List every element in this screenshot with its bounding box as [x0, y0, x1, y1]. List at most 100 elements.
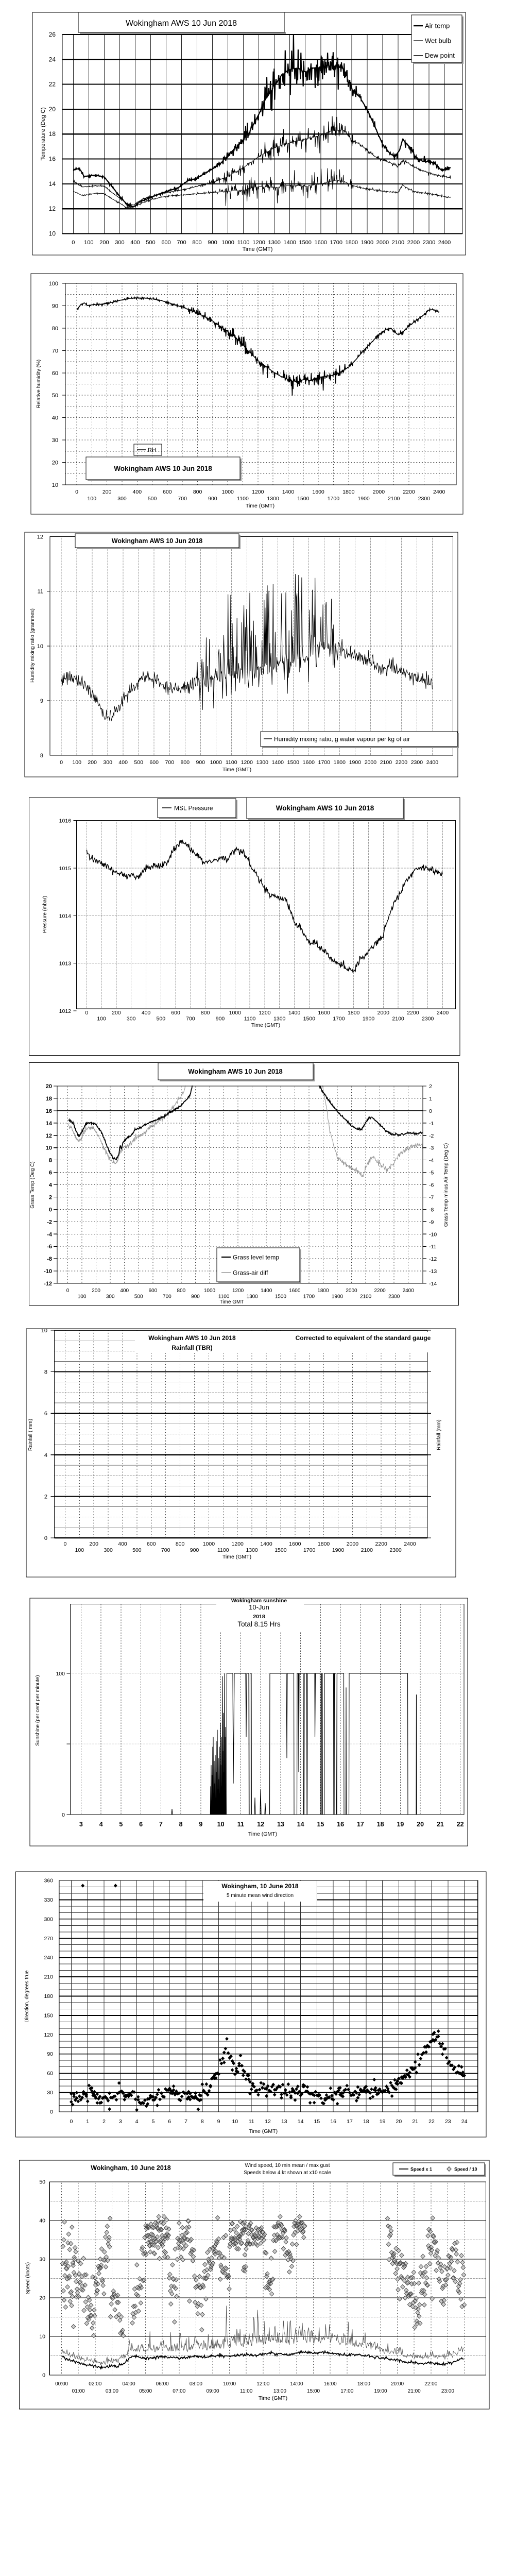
svg-text:6: 6	[44, 1411, 47, 1417]
svg-text:1700: 1700	[330, 240, 342, 246]
svg-text:1000: 1000	[222, 489, 234, 495]
svg-text:20: 20	[52, 460, 58, 466]
svg-text:2300: 2300	[423, 240, 435, 246]
svg-text:1200: 1200	[232, 1288, 244, 1294]
svg-text:1100: 1100	[218, 1294, 230, 1300]
svg-text:50: 50	[52, 393, 58, 399]
svg-text:06:00: 06:00	[156, 2381, 169, 2387]
svg-text:150: 150	[44, 2012, 53, 2019]
svg-text:2100: 2100	[392, 240, 404, 246]
svg-text:12: 12	[265, 2119, 271, 2125]
svg-text:Wokingham AWS 10 Jun 2018: Wokingham AWS 10 Jun 2018	[276, 804, 374, 812]
svg-text:23:00: 23:00	[441, 2388, 454, 2394]
svg-text:90: 90	[47, 2051, 53, 2057]
svg-text:-6: -6	[429, 1182, 434, 1189]
svg-text:1000: 1000	[204, 1288, 216, 1294]
svg-text:0: 0	[42, 2372, 45, 2379]
svg-text:Speed / 10: Speed / 10	[454, 2167, 477, 2172]
svg-text:20: 20	[396, 2119, 402, 2125]
svg-text:Wokingham AWS 10 Jun 2018: Wokingham AWS 10 Jun 2018	[188, 1067, 283, 1075]
svg-text:4: 4	[99, 1821, 103, 1828]
svg-text:-12: -12	[429, 1256, 437, 1262]
svg-text:100: 100	[88, 496, 97, 502]
svg-text:2300: 2300	[388, 1294, 400, 1300]
svg-text:18: 18	[49, 130, 56, 138]
svg-text:1100: 1100	[237, 496, 249, 502]
svg-text:19:00: 19:00	[374, 2388, 387, 2394]
svg-text:100: 100	[72, 759, 81, 766]
svg-text:400: 400	[130, 240, 140, 246]
svg-text:Grass Temp (Deg C): Grass Temp (Deg C)	[30, 1161, 36, 1209]
svg-text:1700: 1700	[328, 496, 340, 502]
svg-text:Wokingham AWS 10 Jun 2018: Wokingham AWS 10 Jun 2018	[148, 1334, 236, 1342]
svg-text:14:00: 14:00	[290, 2381, 303, 2387]
svg-text:Grass Temp minus Air Temp (Deg: Grass Temp minus Air Temp (Deg C)	[443, 1143, 449, 1227]
svg-text:200: 200	[88, 759, 97, 766]
svg-text:Time (GMT): Time (GMT)	[251, 1022, 280, 1028]
svg-text:400: 400	[133, 489, 142, 495]
svg-text:300: 300	[115, 240, 124, 246]
svg-text:10: 10	[46, 1145, 52, 1151]
svg-text:-12: -12	[44, 1281, 52, 1287]
svg-text:22: 22	[428, 2119, 435, 2125]
svg-text:0: 0	[70, 2119, 73, 2125]
svg-text:2400: 2400	[426, 759, 439, 766]
svg-text:600: 600	[171, 1010, 180, 1016]
svg-text:22: 22	[49, 81, 56, 88]
svg-text:2000: 2000	[347, 1541, 359, 1547]
svg-text:800: 800	[201, 1010, 210, 1016]
svg-text:1600: 1600	[289, 1541, 301, 1547]
svg-text:0: 0	[50, 2109, 53, 2115]
svg-text:1400: 1400	[288, 1010, 301, 1016]
svg-text:15:00: 15:00	[307, 2388, 320, 2394]
svg-text:20: 20	[417, 1821, 424, 1828]
svg-text:Time GMT: Time GMT	[220, 1299, 244, 1305]
svg-text:30: 30	[52, 437, 58, 444]
svg-text:-5: -5	[429, 1170, 434, 1176]
svg-text:1100: 1100	[226, 759, 237, 766]
svg-text:1600: 1600	[318, 1010, 330, 1016]
svg-text:Rainfall ( mm): Rainfall ( mm)	[28, 1419, 33, 1451]
svg-text:03:00: 03:00	[106, 2388, 118, 2394]
svg-text:0: 0	[49, 1207, 52, 1213]
svg-text:1300: 1300	[246, 1547, 258, 1553]
svg-text:1300: 1300	[256, 759, 269, 766]
svg-text:800: 800	[177, 1288, 186, 1294]
svg-text:60: 60	[47, 2071, 53, 2077]
svg-text:4: 4	[49, 1182, 53, 1189]
svg-text:17: 17	[357, 1821, 364, 1828]
svg-text:Time (GMT): Time (GMT)	[259, 2395, 287, 2401]
svg-text:12:00: 12:00	[256, 2381, 269, 2387]
svg-text:Total 8.15 Hrs: Total 8.15 Hrs	[237, 1620, 281, 1628]
svg-text:900: 900	[196, 759, 205, 766]
svg-text:Rainfall (TBR): Rainfall (TBR)	[171, 1344, 212, 1351]
svg-text:300: 300	[106, 1294, 115, 1300]
svg-text:180: 180	[44, 1993, 53, 1999]
svg-text:-7: -7	[429, 1195, 434, 1201]
svg-text:-2: -2	[47, 1219, 52, 1225]
svg-text:1500: 1500	[287, 759, 300, 766]
svg-text:-2: -2	[429, 1133, 434, 1139]
svg-text:2100: 2100	[388, 496, 400, 502]
svg-text:-10: -10	[44, 1268, 52, 1275]
svg-text:8: 8	[179, 1821, 183, 1828]
svg-text:1700: 1700	[303, 1294, 315, 1300]
svg-text:-10: -10	[429, 1231, 437, 1238]
svg-text:300: 300	[103, 759, 112, 766]
svg-text:700: 700	[186, 1016, 195, 1022]
svg-text:Wokingham sunshine: Wokingham sunshine	[231, 1598, 287, 1604]
svg-text:26: 26	[49, 31, 56, 38]
svg-text:800: 800	[181, 759, 190, 766]
svg-text:900: 900	[208, 496, 217, 502]
svg-text:24: 24	[461, 2119, 468, 2125]
svg-text:Time (GMT): Time (GMT)	[222, 767, 251, 773]
svg-text:07:00: 07:00	[173, 2388, 185, 2394]
svg-text:1300: 1300	[267, 496, 280, 502]
svg-text:700: 700	[161, 1547, 170, 1553]
svg-text:08:00: 08:00	[190, 2381, 202, 2387]
svg-text:11: 11	[237, 1821, 244, 1828]
svg-text:16: 16	[330, 2119, 336, 2125]
svg-text:Humidity mixing ratio (grammes: Humidity mixing ratio (grammes)	[30, 608, 36, 683]
svg-text:Wokingham AWS 10 Jun 2018: Wokingham AWS 10 Jun 2018	[114, 465, 212, 472]
svg-text:1: 1	[429, 1096, 432, 1102]
